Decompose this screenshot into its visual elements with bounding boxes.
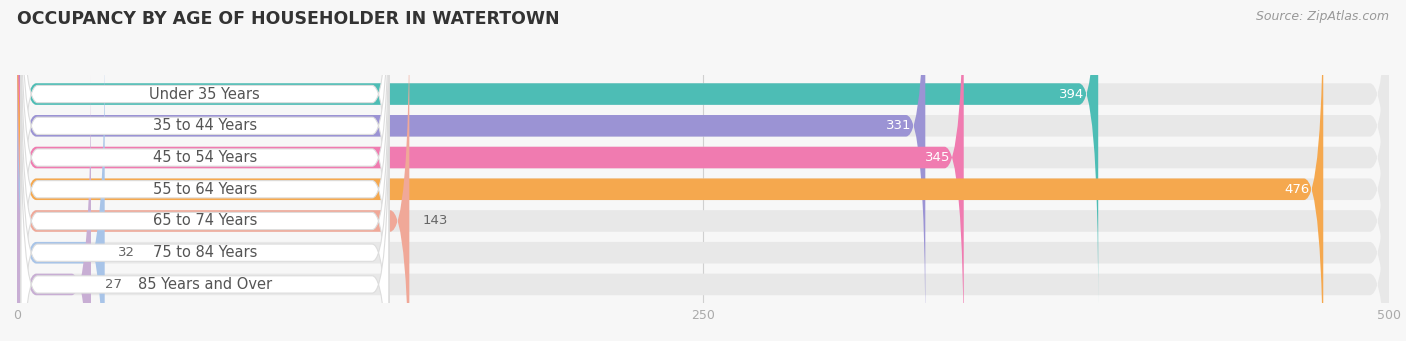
Text: 345: 345 [925,151,950,164]
FancyBboxPatch shape [21,71,388,341]
FancyBboxPatch shape [21,0,388,308]
FancyBboxPatch shape [17,0,963,341]
FancyBboxPatch shape [21,0,388,276]
FancyBboxPatch shape [21,39,388,341]
FancyBboxPatch shape [17,10,409,341]
Text: 55 to 64 Years: 55 to 64 Years [153,182,257,197]
FancyBboxPatch shape [17,10,1389,341]
Text: 75 to 84 Years: 75 to 84 Years [153,245,257,260]
Text: 45 to 54 Years: 45 to 54 Years [153,150,257,165]
Text: 27: 27 [104,278,122,291]
Text: Under 35 Years: Under 35 Years [149,87,260,102]
Text: 394: 394 [1059,88,1084,101]
Text: OCCUPANCY BY AGE OF HOUSEHOLDER IN WATERTOWN: OCCUPANCY BY AGE OF HOUSEHOLDER IN WATER… [17,10,560,28]
Text: 65 to 74 Years: 65 to 74 Years [153,213,257,228]
FancyBboxPatch shape [17,0,1323,341]
FancyBboxPatch shape [17,73,91,341]
Text: 143: 143 [423,214,449,227]
Text: 331: 331 [886,119,911,132]
FancyBboxPatch shape [17,41,1389,341]
Text: 32: 32 [118,246,135,259]
FancyBboxPatch shape [21,103,388,341]
Text: Source: ZipAtlas.com: Source: ZipAtlas.com [1256,10,1389,23]
Text: 35 to 44 Years: 35 to 44 Years [153,118,257,133]
FancyBboxPatch shape [17,0,1389,341]
FancyBboxPatch shape [21,8,388,341]
FancyBboxPatch shape [17,73,1389,341]
FancyBboxPatch shape [21,0,388,339]
Text: 476: 476 [1284,183,1309,196]
FancyBboxPatch shape [17,0,925,337]
FancyBboxPatch shape [17,0,1098,306]
FancyBboxPatch shape [17,0,1389,306]
FancyBboxPatch shape [17,41,104,341]
FancyBboxPatch shape [17,0,1389,341]
FancyBboxPatch shape [17,0,1389,337]
Text: 85 Years and Over: 85 Years and Over [138,277,271,292]
